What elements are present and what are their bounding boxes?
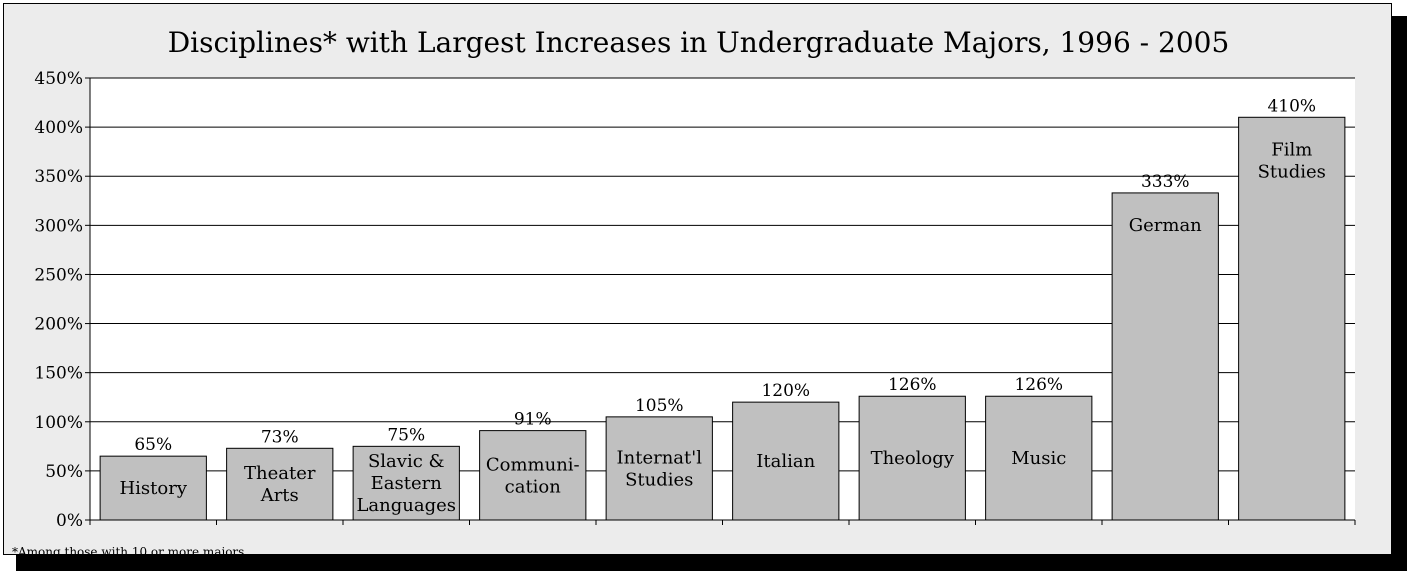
bar <box>479 430 587 521</box>
y-tick-label: 250% <box>34 265 83 285</box>
category-label: Theater <box>244 463 316 484</box>
category-label: Languages <box>356 495 456 516</box>
y-tick-label: 300% <box>34 216 83 236</box>
category-label: Eastern <box>371 473 443 494</box>
category-label: German <box>1129 215 1202 236</box>
value-label: 333% <box>1141 172 1190 192</box>
value-label: 126% <box>1014 375 1063 395</box>
bar <box>352 445 460 521</box>
bar <box>985 395 1093 521</box>
bar <box>226 447 334 521</box>
chart-title: Disciplines* with Largest Increases in U… <box>167 26 1230 59</box>
category-label: Slavic & <box>368 451 445 472</box>
category-label: Film <box>1271 139 1312 160</box>
category-label: Internat'l <box>617 447 703 468</box>
category-label: cation <box>505 476 562 497</box>
bar <box>732 401 840 521</box>
value-label: 65% <box>134 435 172 455</box>
category-label: Communi- <box>486 454 580 475</box>
value-label: 73% <box>261 427 299 447</box>
bar <box>1238 116 1346 521</box>
category-label: Studies <box>625 469 693 490</box>
value-label: 91% <box>514 410 552 430</box>
bar <box>858 395 966 521</box>
bar <box>99 455 207 521</box>
value-label: 105% <box>635 396 684 416</box>
value-label: 126% <box>888 375 937 395</box>
value-label: 75% <box>387 425 425 445</box>
bar <box>1111 192 1219 521</box>
category-label: History <box>119 478 187 499</box>
y-tick-label: 150% <box>34 364 83 384</box>
chart-footnote: *Among those with 10 or more majors <box>12 545 245 559</box>
category-label: Studies <box>1258 161 1326 182</box>
y-tick-label: 0% <box>56 511 83 531</box>
category-label: Arts <box>260 485 299 506</box>
y-tick-label: 50% <box>45 462 83 482</box>
category-label: Italian <box>756 451 815 472</box>
y-tick-label: 450% <box>34 69 83 89</box>
y-tick-label: 350% <box>34 167 83 187</box>
y-tick-label: 400% <box>34 118 83 138</box>
bar <box>605 416 713 521</box>
category-label: Theology <box>871 448 955 469</box>
y-tick-label: 200% <box>34 315 83 335</box>
value-label: 410% <box>1267 96 1316 116</box>
category-label: Music <box>1011 448 1066 469</box>
y-tick-label: 100% <box>34 413 83 433</box>
gridlines <box>90 77 1355 472</box>
value-label: 120% <box>761 381 810 401</box>
